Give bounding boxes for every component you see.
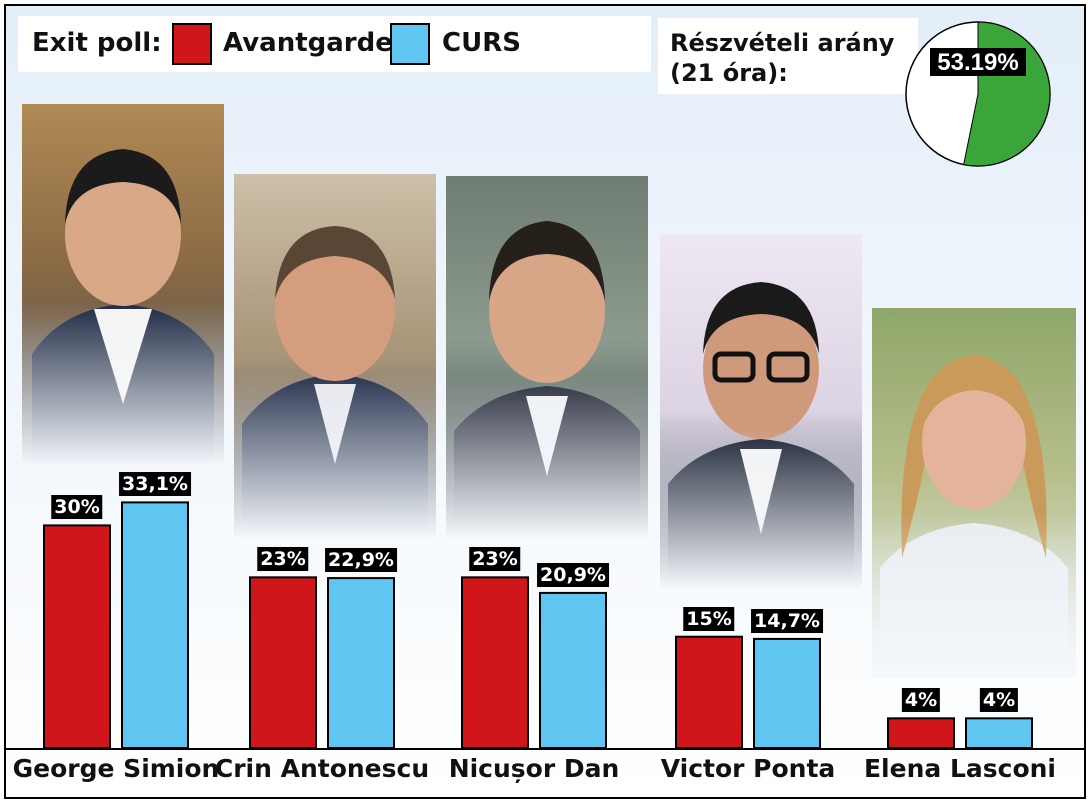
value-label-avantgarde-2: 23% (469, 547, 521, 572)
legend: Exit poll: Avantgarde, CURS (18, 16, 651, 72)
value-label-curs-1: 22,9% (325, 548, 397, 573)
pie-value-label: 53.19% (937, 49, 1018, 76)
legend-swatch-avantgarde (172, 23, 212, 65)
category-label-1: Crin Antonescu (214, 754, 430, 783)
turnout-label-line2: (21 óra): (670, 59, 788, 87)
legend-label-avantgarde: Avantgarde, (223, 28, 403, 58)
legend-title: Exit poll: (32, 28, 162, 58)
value-label-avantgarde-4: 4% (901, 688, 941, 713)
chart-frame: Exit poll: Avantgarde, CURS Részvételi a… (4, 4, 1086, 799)
bar-avantgarde-4 (887, 717, 955, 750)
photo-nicusor-dan (446, 176, 648, 538)
value-label-avantgarde-0: 30% (51, 495, 103, 520)
turnout-pie-chart: 53.19% (905, 21, 1051, 167)
turnout-label-box: Részvételi arány (21 óra): (658, 18, 918, 94)
pie-label-background (930, 48, 1026, 76)
photo-george-simion (22, 104, 224, 466)
bar-curs-4 (965, 717, 1033, 750)
value-label-avantgarde-1: 23% (257, 547, 309, 572)
turnout-label-line1: Részvételi arány (670, 29, 895, 57)
value-label-curs-2: 20,9% (537, 562, 609, 587)
photo-victor-ponta (660, 234, 862, 588)
bar-avantgarde-0 (43, 524, 111, 750)
photo-elena-lasconi (872, 308, 1076, 678)
category-label-3: Victor Ponta (660, 754, 836, 783)
chart-baseline (6, 748, 1084, 750)
bar-avantgarde-2 (461, 576, 529, 750)
bar-avantgarde-1 (249, 576, 317, 750)
value-label-curs-0: 33,1% (119, 472, 191, 497)
bar-avantgarde-3 (675, 635, 743, 750)
photo-crin-antonescu (234, 174, 436, 538)
value-label-avantgarde-3: 15% (683, 606, 735, 631)
bar-curs-2 (539, 591, 607, 749)
legend-label-curs: CURS (442, 28, 521, 58)
value-label-curs-4: 4% (979, 688, 1019, 713)
legend-swatch-curs (390, 23, 430, 65)
category-label-0: George Simion (12, 754, 220, 783)
value-label-curs-3: 14,7% (751, 608, 823, 633)
category-label-4: Elena Lasconi (863, 754, 1057, 783)
bar-curs-3 (753, 637, 821, 750)
bar-chart (43, 501, 1033, 750)
bar-curs-1 (327, 577, 395, 749)
category-label-2: Nicușor Dan (448, 754, 620, 783)
bar-curs-0 (121, 501, 189, 750)
